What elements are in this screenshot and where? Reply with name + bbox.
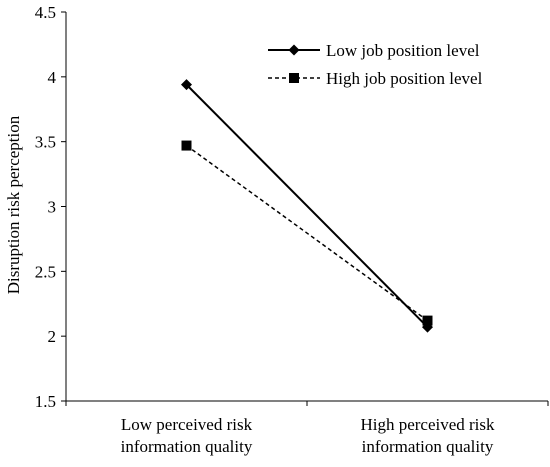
y-tick-label: 1.5 bbox=[35, 392, 56, 411]
data-point-marker bbox=[181, 79, 192, 91]
data-point-marker bbox=[422, 315, 433, 326]
series-2 bbox=[181, 140, 433, 326]
series-line bbox=[185, 83, 429, 328]
y-axis-ticks: 1.5 2 2.5 3 3.5 4 4.5 bbox=[35, 3, 66, 411]
y-tick-label: 4.5 bbox=[35, 3, 56, 22]
y-axis-title: Disruption risk perception bbox=[4, 115, 23, 294]
x-axis bbox=[65, 400, 549, 406]
series-1 bbox=[181, 79, 433, 333]
legend: Low job position level High job position … bbox=[268, 41, 483, 88]
series-line bbox=[186, 144, 428, 322]
series-layer bbox=[181, 79, 433, 333]
x-category-label: information quality bbox=[121, 437, 253, 456]
y-tick-label: 2.5 bbox=[35, 262, 56, 281]
x-category-label: High perceived risk bbox=[360, 415, 495, 434]
x-category-label: information quality bbox=[362, 437, 494, 456]
y-tick-label: 3.5 bbox=[35, 133, 56, 152]
legend-label: Low job position level bbox=[326, 41, 480, 60]
x-category-label: Low perceived risk bbox=[121, 415, 253, 434]
y-tick-label: 2 bbox=[48, 327, 57, 346]
y-tick-label: 3 bbox=[48, 198, 57, 217]
legend-marker bbox=[289, 73, 299, 83]
legend-marker bbox=[288, 44, 300, 56]
legend-label: High job position level bbox=[326, 69, 483, 88]
data-point-marker bbox=[181, 140, 192, 151]
x-axis-categories: Low perceived risk information quality Hig… bbox=[121, 415, 495, 456]
y-tick-label: 4 bbox=[48, 68, 57, 87]
